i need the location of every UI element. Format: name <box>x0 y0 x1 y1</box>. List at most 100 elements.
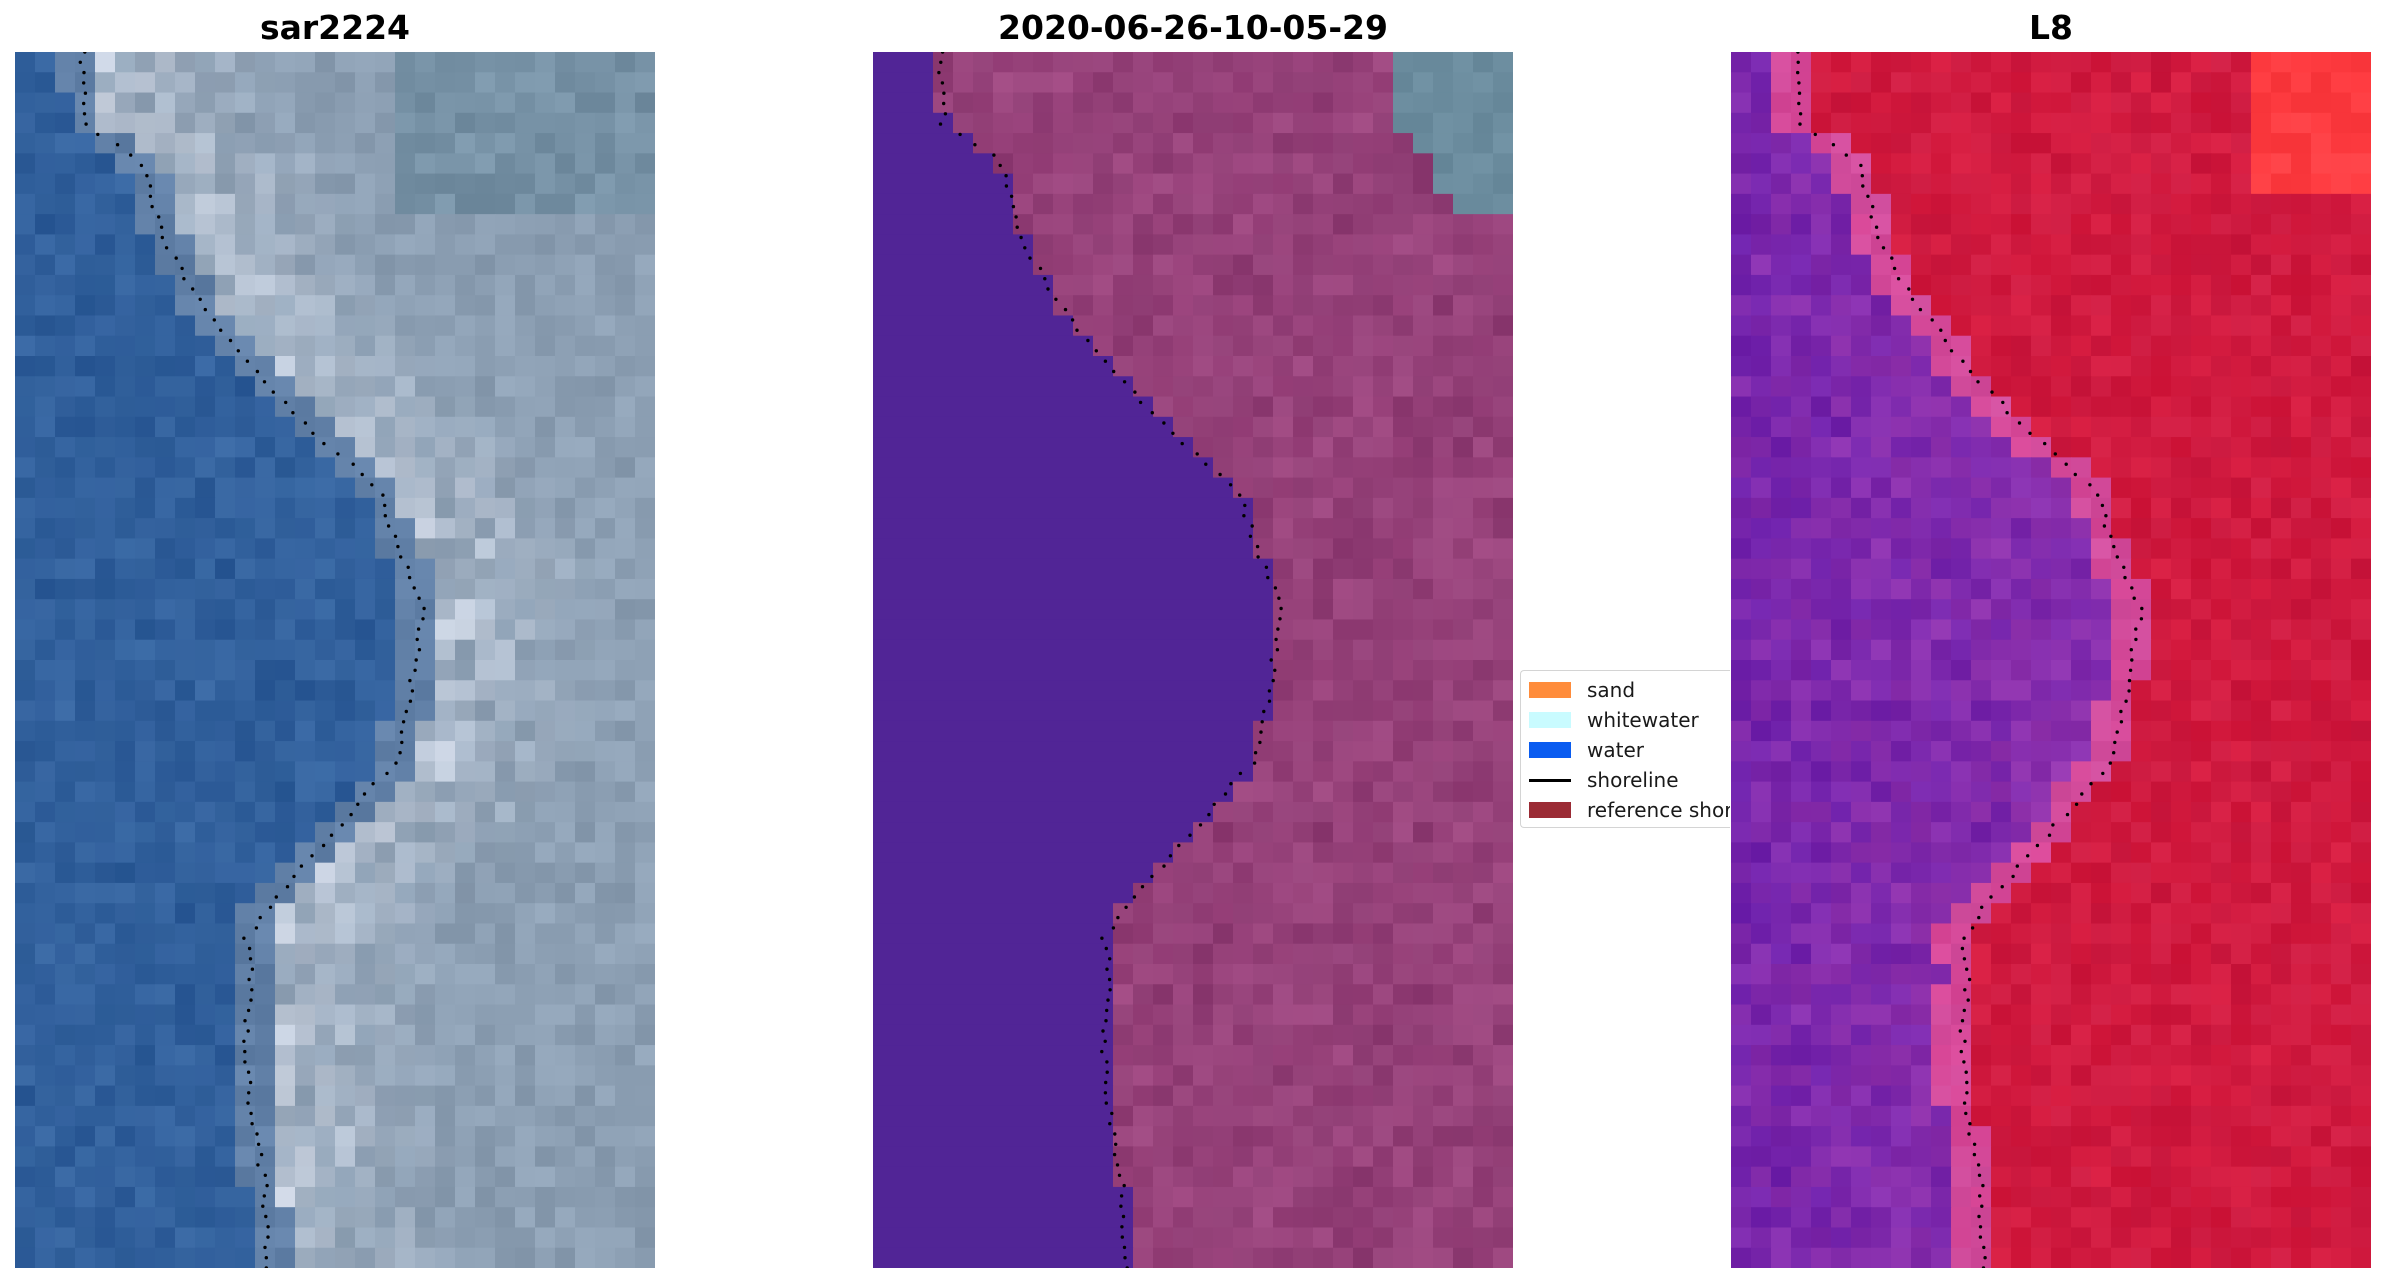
pixel-cell <box>1153 92 1174 114</box>
pixel-cell <box>275 254 296 276</box>
pixel-cell <box>115 173 136 195</box>
pixel-cell <box>873 761 894 783</box>
pixel-cell <box>1033 1126 1054 1147</box>
pixel-cell <box>535 619 556 641</box>
pixel-cell <box>135 1126 156 1147</box>
pixel-cell <box>155 1126 176 1147</box>
pixel-cell <box>1951 254 1972 276</box>
pixel-cell <box>1413 437 1434 458</box>
pixel-cell <box>1253 274 1274 296</box>
pixel-cell <box>175 234 196 256</box>
pixel-cell <box>933 822 954 843</box>
pixel-cell <box>75 173 96 195</box>
pixel-cell <box>315 133 336 154</box>
pixel-cell <box>515 741 536 762</box>
pixel-cell <box>2111 295 2132 317</box>
pixel-cell <box>75 882 96 904</box>
pixel-cell <box>913 153 934 175</box>
pixel-cell <box>2171 214 2192 235</box>
pixel-cell <box>1133 1227 1154 1249</box>
pixel-cell <box>375 660 396 681</box>
pixel-cell <box>495 376 516 398</box>
pixel-cell <box>135 1105 156 1127</box>
pixel-cell <box>1731 295 1752 317</box>
pixel-cell <box>1093 112 1114 134</box>
pixel-cell <box>1113 457 1134 479</box>
pixel-cell <box>973 639 994 661</box>
pixel-cell <box>913 1105 934 1127</box>
pixel-cell <box>1113 619 1134 641</box>
pixel-cell <box>1473 1207 1494 1229</box>
pixel-cell <box>255 1126 276 1147</box>
pixel-cell <box>635 842 655 864</box>
pixel-cell <box>235 72 256 94</box>
pixel-cell <box>1053 680 1074 702</box>
pixel-cell <box>1233 964 1254 985</box>
pixel-cell <box>1433 1207 1454 1229</box>
pixel-cell <box>1911 619 1932 641</box>
pixel-cell <box>1931 92 1952 114</box>
pixel-cell <box>335 1045 356 1066</box>
pixel-cell <box>395 315 416 337</box>
pixel-cell <box>1133 1065 1154 1087</box>
pixel-cell <box>615 741 636 762</box>
pixel-cell <box>2311 376 2332 398</box>
pixel-cell <box>1811 518 1832 539</box>
pixel-cell <box>295 1065 316 1087</box>
pixel-cell <box>1951 214 1972 235</box>
pixel-cell <box>35 457 56 479</box>
pixel-cell <box>1433 153 1454 175</box>
pixel-cell <box>515 1024 536 1046</box>
pixel-cell <box>1831 619 1852 641</box>
pixel-cell <box>375 274 396 296</box>
shoreline-point <box>1120 1235 1124 1239</box>
shoreline-point <box>393 534 398 538</box>
pixel-cell <box>1173 558 1194 580</box>
pixel-cell <box>1253 660 1274 681</box>
pixel-cell <box>2091 52 2112 73</box>
pixel-cell <box>1453 193 1474 215</box>
shoreline-point <box>1269 658 1273 662</box>
pixel-cell <box>873 72 894 94</box>
pixel-cell <box>993 153 1014 175</box>
pixel-cell <box>1353 335 1374 357</box>
pixel-cell <box>435 822 456 843</box>
pixel-cell <box>1373 1146 1394 1168</box>
pixel-cell <box>475 356 496 377</box>
pixel-cell <box>535 437 556 458</box>
pixel-cell <box>1073 356 1094 377</box>
pixel-cell <box>435 92 456 114</box>
pixel-cell <box>135 234 156 256</box>
pixel-cell <box>1193 376 1214 398</box>
pixel-cell <box>1013 295 1034 317</box>
pixel-cell <box>355 193 376 215</box>
pixel-cell <box>75 1207 96 1229</box>
pixel-cell <box>1193 842 1214 864</box>
pixel-cell <box>1013 52 1034 73</box>
pixel-cell <box>1891 92 1912 114</box>
pixel-cell <box>913 599 934 621</box>
pixel-cell <box>295 497 316 519</box>
pixel-cell <box>355 133 376 154</box>
pixel-cell <box>295 1207 316 1229</box>
pixel-cell <box>1413 52 1434 73</box>
pixel-cell <box>595 1105 616 1127</box>
shoreline-point <box>1116 915 1120 920</box>
shoreline-point <box>383 514 387 518</box>
pixel-cell <box>2351 234 2371 256</box>
pixel-cell <box>1053 984 1074 1006</box>
pixel-cell <box>1731 619 1752 641</box>
pixel-cell <box>2271 477 2292 499</box>
pixel-cell <box>1891 173 1912 195</box>
shoreline-point <box>973 143 977 147</box>
pixel-cell <box>175 437 196 458</box>
pixel-cell <box>1173 862 1194 884</box>
pixel-cell <box>1413 133 1434 154</box>
pixel-cell <box>1153 943 1174 965</box>
pixel-cell <box>1253 1146 1274 1168</box>
pixel-cell <box>1073 457 1094 479</box>
shoreline-point <box>1198 823 1203 827</box>
pixel-cell <box>1253 315 1274 337</box>
pixel-cell <box>1971 92 1992 114</box>
pixel-cell <box>1213 295 1234 317</box>
